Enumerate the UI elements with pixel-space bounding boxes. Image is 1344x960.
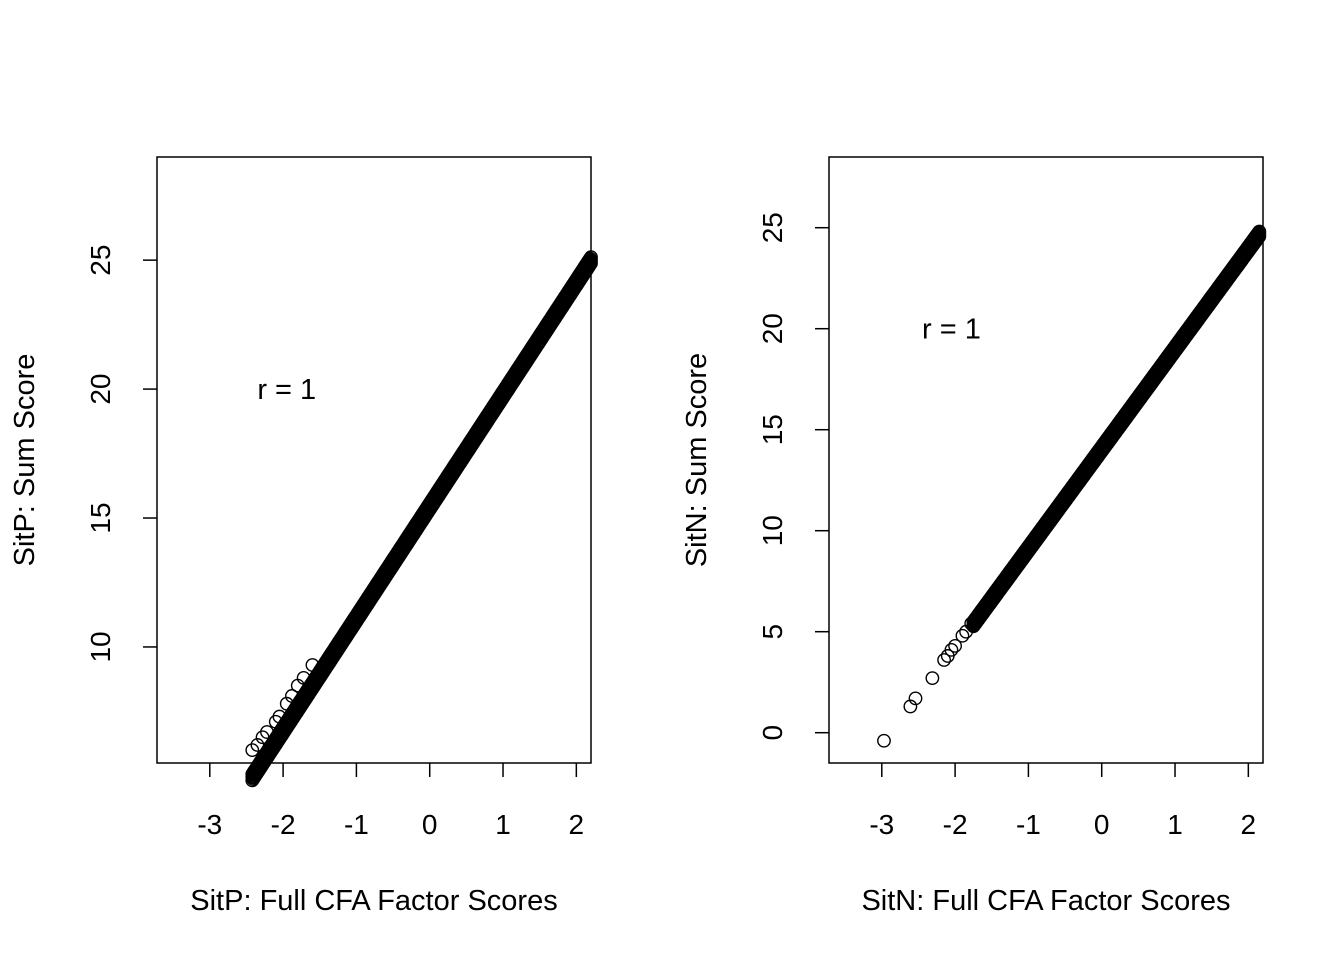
x-axis-label: SitN: Full CFA Factor Scores [861,885,1230,917]
scatter-point [584,250,598,265]
x-tick-label: -3 [197,809,222,840]
y-tick-label: 25 [85,245,116,276]
scatter-point [584,253,598,268]
x-axis-ticks: -3 -2 -1 0 1 2 [869,763,1256,840]
x-tick-label: -1 [344,809,369,840]
y-tick-label: 25 [757,212,788,243]
scatter-point [305,658,320,672]
plot-frame [156,156,592,764]
scatter-point [250,738,265,752]
y-tick-label: 15 [757,414,788,445]
y-axis-label: SitN: Sum Score [681,353,713,567]
scatter-point [584,256,598,271]
x-tick-label: -2 [271,809,296,840]
scatter-point [937,653,951,667]
scatter-point [944,642,959,657]
correlation-annotation: r = 1 [257,374,316,406]
data-points [877,224,1267,748]
y-tick-label: 10 [85,631,116,662]
y-tick-label: 20 [85,374,116,405]
scatter-point [582,259,597,273]
x-tick-label: 1 [1167,809,1183,840]
x-axis-ticks: -3 -2 -1 0 1 2 [197,763,584,840]
scatter-point [583,257,598,272]
x-tick-label: -3 [869,809,894,840]
x-tick-label: 2 [569,809,585,840]
scatter-point [284,689,299,703]
x-tick-label: 2 [1241,809,1257,840]
scatter-point [925,671,940,686]
y-tick-label: 0 [757,725,788,741]
scatter-point [255,730,270,745]
scatter-point [903,699,918,714]
x-tick-label: 0 [422,809,438,840]
x-axis-label: SitP: Full CFA Factor Scores [190,885,557,917]
plot-frame [828,156,1264,764]
x-tick-label: 0 [1094,809,1110,840]
scatter-point [279,696,294,711]
y-axis-ticks: 10 15 20 25 [85,245,157,663]
y-tick-label: 20 [757,313,788,344]
scatter-point [948,638,962,653]
scatter-point [296,671,311,685]
scatter-point [959,624,973,639]
correlation-annotation: r = 1 [922,314,981,346]
y-tick-label: 10 [757,515,788,546]
x-tick-label: 1 [495,809,511,840]
scatter-point [581,260,596,275]
scatter-point [1252,224,1267,239]
right-scatter-panel: -3 -2 -1 0 1 2 0 5 10 15 20 25 r = 1 SitN: Full CF… [681,156,1267,917]
data-points [245,250,598,788]
y-tick-label: 15 [85,502,116,533]
scatter-point [877,733,891,748]
scatter-point [964,616,979,631]
left-scatter-panel: -3 -2 -1 0 1 2 10 15 20 25 r = 1 SitP: Full CFA … [9,156,598,917]
x-tick-label: -1 [1016,809,1041,840]
y-axis-label: SitP: Sum Score [9,354,41,567]
scatter-point [245,743,260,758]
scatter-point [908,691,923,706]
scatter-point [260,725,274,739]
scatter-point [272,709,287,724]
y-tick-label: 5 [757,624,788,640]
scatter-point [955,628,970,643]
y-axis-ticks: 0 5 10 15 20 25 [757,212,829,740]
x-tick-label: -2 [943,809,968,840]
